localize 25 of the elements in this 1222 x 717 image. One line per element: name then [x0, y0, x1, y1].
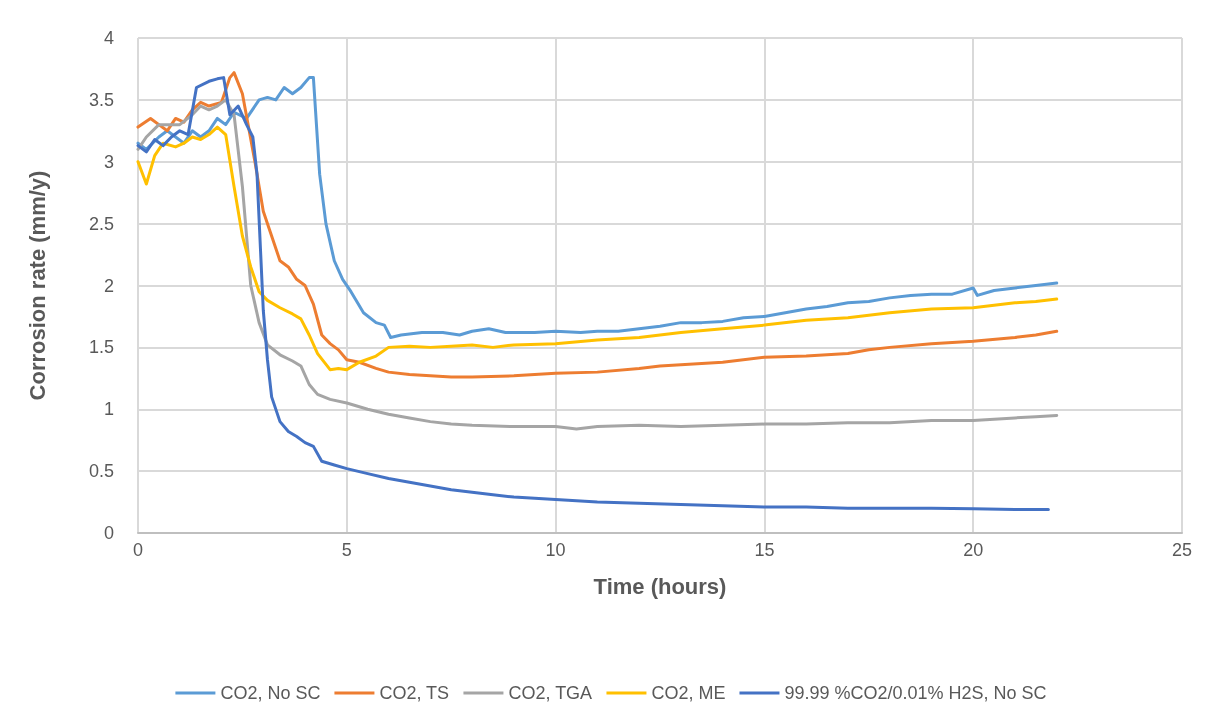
x-tick-label: 25 — [1171, 540, 1193, 560]
y-tick-label: 2.5 — [88, 213, 114, 234]
y-tick-label: 0 — [103, 523, 114, 543]
line-series — [136, 76, 1050, 511]
y-tick-label: 4 — [103, 28, 114, 48]
legend-label: CO2, ME — [651, 683, 726, 703]
legend-label: 99.99 %CO2/0.01% H2S, No SC — [784, 683, 1047, 703]
x-tick-label: 10 — [545, 540, 566, 560]
x-tick-label: 20 — [963, 540, 984, 560]
legend-label: CO2, No SC — [220, 683, 321, 703]
line-series — [136, 125, 1059, 372]
x-tick-label: 5 — [341, 540, 352, 560]
y-tick-label: 3 — [103, 151, 114, 172]
x-tick-label: 15 — [754, 540, 775, 560]
y-tick-label: 3.5 — [88, 89, 114, 110]
y-axis-title: Corrosion rate (mm/y) — [24, 170, 50, 401]
y-tick-label: 0.5 — [88, 461, 114, 482]
legend-label: CO2, TS — [379, 683, 450, 703]
x-tick-label: 0 — [132, 540, 144, 560]
y-tick-label: 2 — [103, 275, 114, 296]
y-tick-label: 1 — [103, 399, 114, 420]
x-axis-title: Time (hours) — [593, 573, 727, 599]
legend-label: CO2, TGA — [508, 683, 593, 703]
y-tick-label: 1.5 — [88, 337, 114, 358]
line-series — [136, 98, 1059, 431]
